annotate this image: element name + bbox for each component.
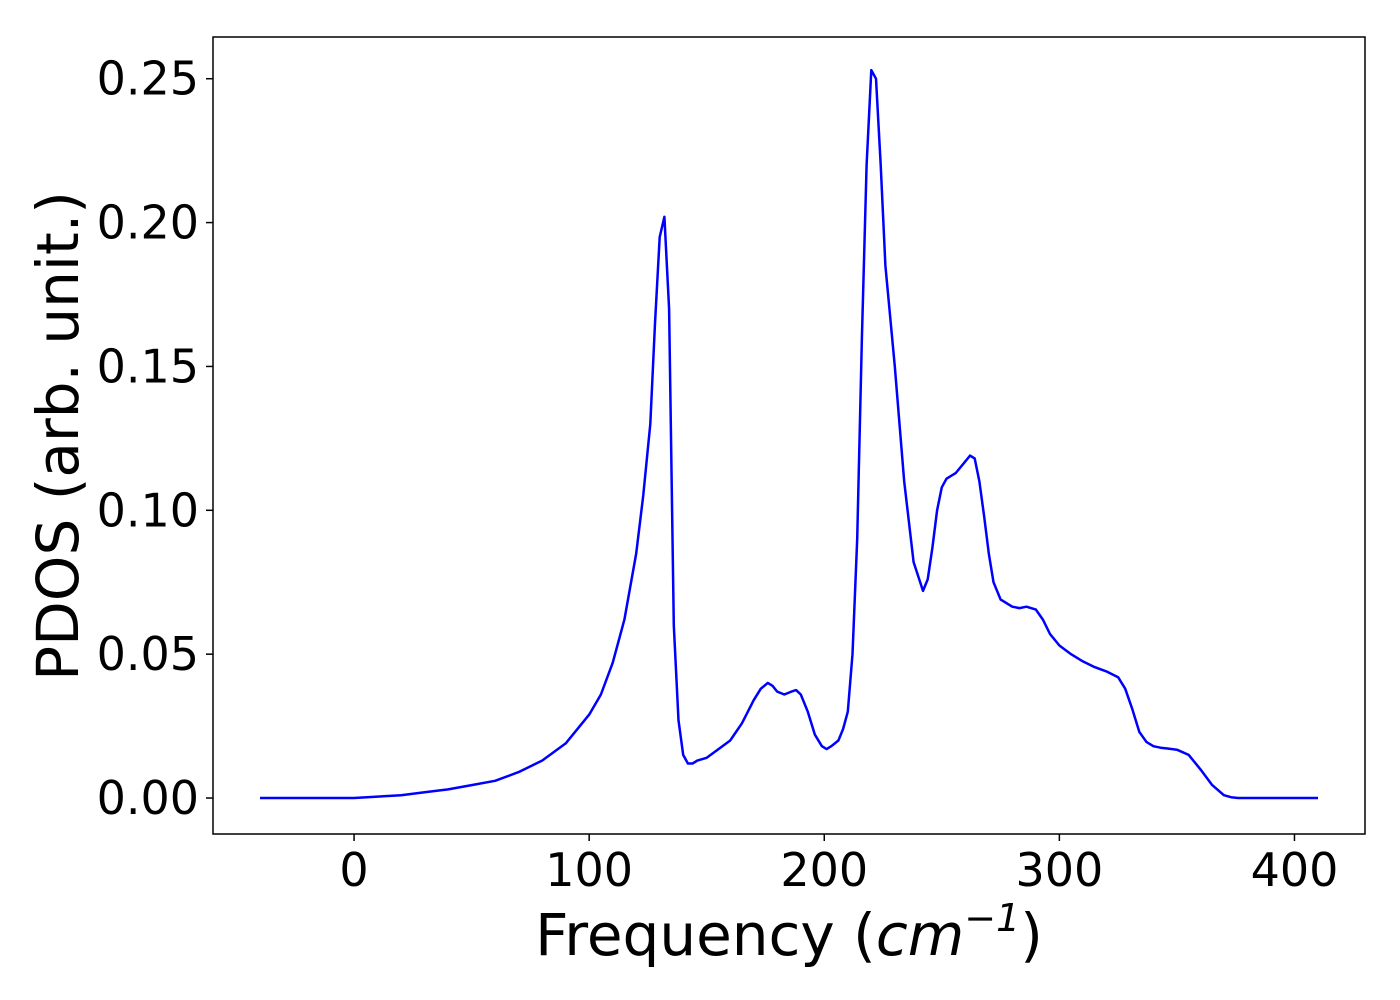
series-line-0 xyxy=(260,68,1318,800)
y-tick-label: 0.25 xyxy=(97,52,199,106)
x-tick-label: 400 xyxy=(1251,843,1339,897)
x-axis-label: Frequency (cm−1) xyxy=(535,896,1043,969)
x-tick-label: 100 xyxy=(545,843,633,897)
y-axis-ticks: 0.00 0.05 0.10 0.15 0.20 0.25 xyxy=(97,52,213,825)
y-tick-label: 0.00 xyxy=(97,771,199,825)
x-axis-ticks: 0 100 200 300 400 xyxy=(339,834,1338,897)
y-tick-label: 0.05 xyxy=(97,627,199,681)
plot-frame xyxy=(212,36,1366,835)
x-tick-label: 300 xyxy=(1015,843,1103,897)
y-axis-label: PDOS (arb. unit.) xyxy=(24,191,92,681)
y-tick-label: 0.10 xyxy=(97,483,199,537)
x-tick-label: 200 xyxy=(780,843,868,897)
x-tick-label: 0 xyxy=(339,843,368,897)
plot-area xyxy=(260,68,1318,800)
y-tick-label: 0.20 xyxy=(97,196,199,250)
y-tick-label: 0.15 xyxy=(97,339,199,393)
